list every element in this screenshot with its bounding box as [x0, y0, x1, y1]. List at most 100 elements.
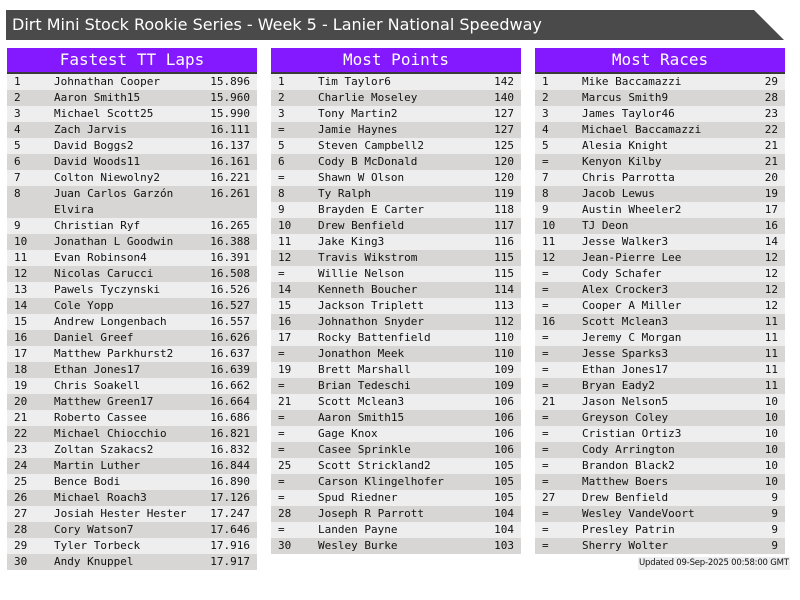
- name-cell: Bence Bodi: [54, 475, 121, 488]
- value-cell: 9: [771, 491, 778, 504]
- name-cell: James Taylor46: [582, 107, 675, 120]
- name-cell: Zach Jarvis: [54, 123, 127, 136]
- name-cell: Gage Knox: [318, 427, 378, 440]
- table-row: 30 Wesley Burke 103: [271, 538, 521, 554]
- rank-cell: 15: [14, 315, 28, 328]
- value-cell: 10: [764, 411, 778, 424]
- rank-cell: 12: [14, 267, 28, 280]
- table-row: 29 Tyler Torbeck 17.916: [7, 538, 257, 554]
- name-cell: Wesley VandeVoort: [582, 507, 695, 520]
- table-row: 16 Scott Mclean3 11: [535, 314, 785, 330]
- rank-cell: 19: [14, 379, 28, 392]
- value-cell: 16.388: [210, 235, 250, 248]
- value-cell: 17.247: [210, 507, 250, 520]
- value-cell: 118: [494, 203, 514, 216]
- rank-cell: 16: [542, 315, 556, 328]
- panel-title: Most Races: [535, 48, 785, 74]
- table-row: 12 Travis Wikstrom 115: [271, 250, 521, 266]
- name-cell: Evan Robinson4: [54, 251, 147, 264]
- rank-cell: =: [278, 443, 285, 456]
- value-cell: 109: [494, 379, 514, 392]
- value-cell: 21: [764, 155, 778, 168]
- table-row: = Bryan Eady2 11: [535, 378, 785, 394]
- value-cell: 105: [494, 491, 514, 504]
- rank-cell: 21: [542, 395, 556, 408]
- table-row: 17 Rocky Battenfield 110: [271, 330, 521, 346]
- name-cell: Casee Sprinkle: [318, 443, 411, 456]
- table-row: 5 Alesia Knight 21: [535, 138, 785, 154]
- table-row: 11 Jake King3 116: [271, 234, 521, 250]
- rank-cell: 28: [278, 507, 292, 520]
- table-row: 15 Jackson Triplett 113: [271, 298, 521, 314]
- value-cell: 16.221: [210, 171, 250, 184]
- value-cell: 10: [764, 395, 778, 408]
- table-row: 8 Juan Carlos Garzón Elvira 16.261: [7, 186, 257, 218]
- value-cell: 12: [764, 267, 778, 280]
- value-cell: 16.557: [210, 315, 250, 328]
- name-cell: Daniel Greef: [54, 331, 134, 344]
- table-row: 11 Evan Robinson4 16.391: [7, 250, 257, 266]
- rank-cell: 6: [278, 155, 285, 168]
- rank-cell: 26: [14, 491, 28, 504]
- value-cell: 115: [494, 251, 514, 264]
- name-cell: Zoltan Szakacs2: [54, 443, 154, 456]
- name-cell: Jake King3: [318, 235, 385, 248]
- value-cell: 10: [764, 459, 778, 472]
- page-title: Dirt Mini Stock Rookie Series - Week 5 -…: [6, 10, 784, 40]
- rank-cell: 15: [278, 299, 292, 312]
- value-cell: 12: [764, 283, 778, 296]
- value-cell: 16.265: [210, 219, 250, 232]
- name-cell: Michael Chiocchio: [54, 427, 167, 440]
- panel-title: Fastest TT Laps: [7, 48, 257, 74]
- table-row: 5 Steven Campbell2 125: [271, 138, 521, 154]
- rank-cell: =: [278, 427, 285, 440]
- name-cell: Andy Knuppel: [54, 555, 134, 568]
- rank-cell: 17: [14, 347, 28, 360]
- value-cell: 11: [764, 363, 778, 376]
- name-cell: Kenyon Kilby: [582, 155, 662, 168]
- name-cell: Mike Baccamazzi: [582, 75, 682, 88]
- rank-cell: 2: [14, 91, 21, 104]
- name-cell: Cole Yopp: [54, 299, 114, 312]
- name-cell: Michael Baccamazzi: [582, 123, 702, 136]
- value-cell: 23: [764, 107, 778, 120]
- table-row: 6 Cody B McDonald 120: [271, 154, 521, 170]
- table-row: 24 Martin Luther 16.844: [7, 458, 257, 474]
- rank-cell: 3: [14, 107, 21, 120]
- table-row: 28 Joseph R Parrott 104: [271, 506, 521, 522]
- table-row: 16 Daniel Greef 16.626: [7, 330, 257, 346]
- name-cell: Presley Patrin: [582, 523, 675, 536]
- value-cell: 110: [494, 331, 514, 344]
- leaderboard-table: 1 Tim Taylor6 142 2 Charlie Moseley 140 3 Tony …: [271, 74, 521, 554]
- name-cell: Jamie Haynes: [318, 123, 398, 136]
- table-row: 4 Zach Jarvis 16.111: [7, 122, 257, 138]
- table-row: 12 Jean-Pierre Lee 12: [535, 250, 785, 266]
- rank-cell: 12: [278, 251, 292, 264]
- rank-cell: 10: [542, 219, 556, 232]
- name-cell: TJ Deon: [582, 219, 629, 232]
- table-row: = Kenyon Kilby 21: [535, 154, 785, 170]
- table-row: 5 David Boggs2 16.137: [7, 138, 257, 154]
- value-cell: 127: [494, 107, 514, 120]
- rank-cell: =: [278, 171, 285, 184]
- table-row: 21 Jason Nelson5 10: [535, 394, 785, 410]
- value-cell: 17.646: [210, 523, 250, 536]
- rank-cell: =: [542, 155, 549, 168]
- rank-cell: 24: [14, 459, 28, 472]
- value-cell: 12: [764, 251, 778, 264]
- name-cell: Sherry Wolter: [582, 539, 669, 552]
- value-cell: 10: [764, 427, 778, 440]
- value-cell: 17: [764, 203, 778, 216]
- rank-cell: 21: [14, 411, 28, 424]
- table-row: 1 Tim Taylor6 142: [271, 74, 521, 90]
- name-cell: Joseph R Parrott: [318, 507, 424, 520]
- value-cell: 16.391: [210, 251, 250, 264]
- rank-cell: =: [542, 379, 549, 392]
- value-cell: 106: [494, 395, 514, 408]
- table-row: = Cody Schafer 12: [535, 266, 785, 282]
- table-row: 12 Nicolas Carucci 16.508: [7, 266, 257, 282]
- table-row: = Willie Nelson 115: [271, 266, 521, 282]
- name-cell: Matthew Boers: [582, 475, 669, 488]
- name-cell: Bryan Eady2: [582, 379, 655, 392]
- rank-cell: 18: [14, 363, 28, 376]
